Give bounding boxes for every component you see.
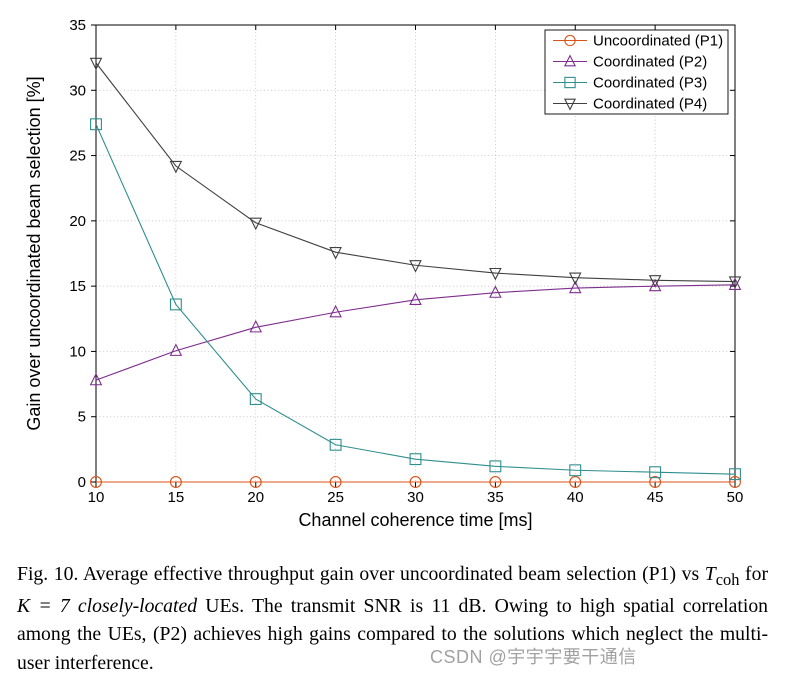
- svg-text:20: 20: [247, 489, 264, 506]
- svg-text:30: 30: [69, 82, 86, 99]
- caption-K: K = 7: [17, 595, 70, 617]
- svg-text:15: 15: [168, 489, 185, 506]
- svg-text:Coordinated (P3): Coordinated (P3): [593, 75, 707, 92]
- svg-text:30: 30: [407, 489, 424, 506]
- svg-text:20: 20: [69, 213, 86, 230]
- svg-text:25: 25: [327, 489, 344, 506]
- svg-text:50: 50: [727, 489, 744, 506]
- caption-label: Fig. 10.: [17, 563, 78, 585]
- caption-Tcoh-sub: coh: [716, 570, 740, 589]
- caption-italic: closely-located: [78, 595, 197, 617]
- caption-t2: [70, 595, 78, 617]
- svg-text:35: 35: [69, 17, 86, 34]
- caption-t0: Average effective throughput gain over u…: [78, 563, 704, 585]
- caption-t1: for: [739, 563, 768, 585]
- svg-text:Uncoordinated (P1): Uncoordinated (P1): [593, 33, 723, 50]
- svg-text:Channel coherence time [ms]: Channel coherence time [ms]: [298, 510, 532, 530]
- svg-text:15: 15: [69, 278, 86, 295]
- svg-text:10: 10: [88, 489, 105, 506]
- legend: Uncoordinated (P1) Coordinated (P2) Coordi…: [545, 30, 728, 114]
- svg-text:45: 45: [647, 489, 664, 506]
- svg-text:40: 40: [567, 489, 584, 506]
- svg-text:5: 5: [78, 409, 86, 426]
- svg-text:10: 10: [69, 343, 86, 360]
- svg-text:Coordinated (P4): Coordinated (P4): [593, 96, 707, 113]
- svg-text:35: 35: [487, 489, 504, 506]
- figure-caption: Fig. 10. Average effective throughput ga…: [17, 560, 768, 677]
- svg-text:Coordinated (P2): Coordinated (P2): [593, 54, 707, 71]
- throughput-gain-chart: 10 15 20 25 30 35 40 45 50 0 5 10 15 20 25 30 35 Channel …: [0, 0, 755, 540]
- svg-text:25: 25: [69, 148, 86, 165]
- svg-text:Gain over uncoordinated beam s: Gain over uncoordinated beam selection […: [24, 76, 44, 430]
- caption-Tcoh: T: [705, 563, 716, 585]
- svg-text:0: 0: [78, 474, 86, 491]
